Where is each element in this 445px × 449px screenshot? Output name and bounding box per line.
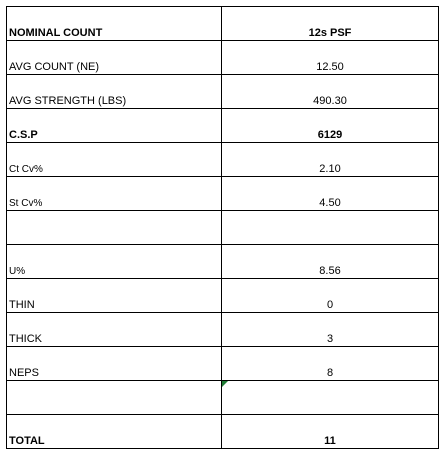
label: AVG STRENGTH (LBS): [6, 74, 222, 109]
value: 490.30: [221, 74, 439, 109]
row: Ct Cv% 2.10: [6, 142, 439, 177]
value: 12s PSF: [221, 6, 439, 41]
value: 8: [221, 346, 439, 381]
row: NOMINAL COUNT 12s PSF: [6, 6, 439, 41]
label: NOMINAL COUNT: [6, 6, 222, 41]
value: 2.10: [221, 142, 439, 177]
row: THICK 3: [6, 312, 439, 347]
row: TOTAL 11: [6, 414, 439, 449]
value: 12.50: [221, 40, 439, 75]
blank-row: [6, 210, 439, 245]
label: THIN: [6, 278, 222, 313]
label: U%: [6, 244, 222, 279]
label: St Cv%: [6, 176, 222, 211]
value: 3: [221, 312, 439, 347]
report-table: NOMINAL COUNT 12s PSF AVG COUNT (NE) 12.50…: [6, 6, 439, 449]
row: THIN 0: [6, 278, 439, 313]
value: 4.50: [221, 176, 439, 211]
cell: [221, 380, 439, 415]
cell: [6, 210, 222, 245]
cell: [6, 380, 222, 415]
label: AVG COUNT (NE): [6, 40, 222, 75]
blank-row: [6, 380, 439, 415]
row: St Cv% 4.50: [6, 176, 439, 211]
value: 0: [221, 278, 439, 313]
value: 8.56: [221, 244, 439, 279]
row: C.S.P 6129: [6, 108, 439, 143]
label: THICK: [6, 312, 222, 347]
label: TOTAL: [6, 414, 222, 449]
value: 11: [221, 414, 439, 449]
label: NEPS: [6, 346, 222, 381]
label: Ct Cv%: [6, 142, 222, 177]
label: C.S.P: [6, 108, 222, 143]
row: AVG STRENGTH (LBS) 490.30: [6, 74, 439, 109]
row: NEPS 8: [6, 346, 439, 381]
error-indicator: [222, 381, 228, 387]
cell: [221, 210, 439, 245]
value: 6129: [221, 108, 439, 143]
row: AVG COUNT (NE) 12.50: [6, 40, 439, 75]
row: U% 8.56: [6, 244, 439, 279]
